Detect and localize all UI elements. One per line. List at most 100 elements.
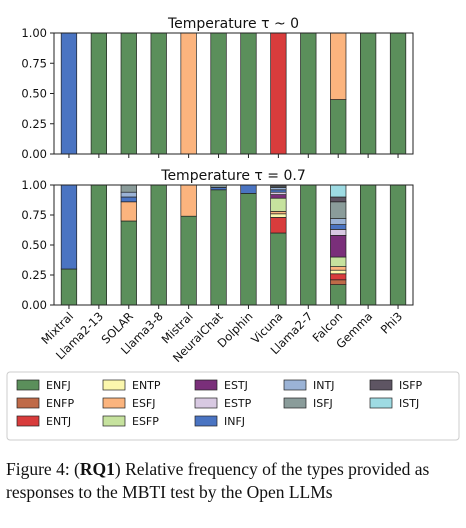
bar-segment-Falcon-ISFP	[330, 196, 347, 203]
bar-segment-SOLAR-INTJ	[120, 191, 137, 198]
bar-segment-Dolphin-INFJ	[240, 184, 257, 194]
legend-swatch-ESTP	[194, 397, 218, 409]
chart-temperature-0: Temperature τ ~ 0 0.00 0.25 0.50 0.75 1.00	[21, 16, 414, 161]
legend-swatch-ENFP	[16, 397, 40, 409]
legend-label-ISTJ: ISTJ	[399, 397, 419, 410]
bar-segment-Mixtral-INFJ	[60, 32, 78, 155]
legend-swatch-INFJ	[194, 415, 218, 427]
bar-segment-SOLAR-ISFJ	[120, 184, 137, 193]
bar-segment-Llama2-13-ENFJ	[90, 184, 108, 306]
legend-swatch-ISTJ	[369, 397, 393, 409]
legend-swatch-ENTP	[102, 379, 126, 391]
legend-label-ISFP: ISFP	[399, 379, 423, 392]
bar-segment-Vicuna-ESFP	[270, 197, 287, 212]
bar-segment-Gemma-ENFJ	[359, 184, 377, 306]
y-tick-label: 0.25	[21, 268, 47, 282]
bar-segment-Vicuna-INFJ	[270, 189, 287, 193]
legend-swatch-ENTJ	[16, 415, 40, 427]
y-tick-label: 0.25	[21, 117, 47, 131]
bar-segment-Mistral-ESFJ	[180, 184, 197, 217]
bar-segment-Falcon-ESTJ	[330, 235, 347, 258]
bar-segment-Phi3-ENFJ	[389, 184, 407, 306]
legend-swatch-ISFP	[369, 379, 393, 391]
legend-label-ENTP: ENTP	[132, 379, 161, 392]
y-tick-label: 0.75	[21, 56, 47, 70]
bar-segment-Llama3-8-ENFJ	[150, 184, 167, 306]
bar-segment-Falcon-INTJ	[330, 218, 347, 225]
caption-bold: RQ1	[79, 459, 115, 479]
bar-segment-Vicuna-ESTJ	[270, 194, 287, 199]
chart-title: Temperature τ ~ 0	[167, 16, 299, 32]
bar-segment-Gemma-ENFJ	[359, 32, 377, 155]
bar-segment-Llama2-7-ENFJ	[300, 32, 317, 155]
bar-segment-Falcon-ESFP	[330, 256, 347, 267]
legend-label-ESFJ: ESFJ	[132, 397, 156, 410]
chart-title: Temperature τ = 0.7	[160, 168, 305, 184]
bar-segment-Falcon-ESFJ	[330, 32, 347, 100]
bar-segment-Falcon-INFJ	[330, 224, 347, 230]
bar-segment-Llama2-13-ENFJ	[90, 32, 108, 155]
bar-segment-Vicuna-ENFJ	[270, 232, 287, 306]
y-tick-label: 0.50	[21, 87, 47, 101]
bar-segment-Vicuna-INTJ	[270, 187, 287, 191]
bar-segment-Mixtral-ENFJ	[60, 268, 78, 306]
bar-segment-SOLAR-ESFJ	[120, 201, 137, 222]
legend-swatch-ESFJ	[102, 397, 126, 409]
bar-segment-Falcon-ENFJ	[330, 99, 347, 155]
legend-label-ENFP: ENFP	[46, 397, 75, 410]
bar-segment-Vicuna-ENTP	[270, 213, 287, 218]
y-tick-label: 0.75	[21, 208, 47, 222]
bar-segment-Falcon-ESTP	[330, 229, 347, 236]
legend: ENFJ ENTP ESTJ INTJ ISFP ENFP ESFJ ESTP ISFJ ISTJ…	[6, 371, 460, 441]
y-tick-label: 0.50	[21, 238, 47, 252]
y-tick-label: 1.00	[21, 26, 47, 40]
legend-label-ESFP: ESFP	[132, 415, 159, 428]
bar-segment-Falcon-ENFJ	[330, 284, 347, 306]
bar-segment-Mistral-ENFJ	[180, 215, 197, 306]
chart-temperature-0.7: Temperature τ = 0.70.000.250.500.751.00M…	[21, 168, 414, 365]
legend-swatch-ISFJ	[283, 397, 307, 409]
figure-caption: Figure 4: (RQ1) Relative frequency of th…	[6, 458, 462, 504]
bar-segment-Llama3-8-ENFJ	[150, 32, 167, 155]
bar-segment-Vicuna-ESTP	[270, 191, 287, 195]
bar-segment-Falcon-ESFJ	[330, 266, 347, 271]
caption-label: Figure 4: (	[6, 459, 80, 479]
bar-segment-Falcon-ENFP	[330, 279, 347, 285]
bar-segment-SOLAR-ENFJ	[120, 32, 137, 155]
plot-frame	[53, 32, 414, 155]
legend-label-ENFJ: ENFJ	[46, 379, 71, 392]
bar-segment-Falcon-ISTJ	[330, 184, 347, 198]
y-tick-label: 0.00	[21, 147, 47, 161]
bar-segment-Falcon-ENTP	[330, 269, 347, 275]
bar-segment-Vicuna-ENTJ	[270, 217, 287, 234]
x-tick-label-Phi3: Phi3	[378, 309, 405, 336]
y-tick-label: 1.00	[21, 178, 47, 192]
bar-segment-Falcon-ENTJ	[330, 273, 347, 281]
y-tick-label: 0.00	[21, 298, 47, 312]
bar-segment-Dolphin-ENFJ	[240, 193, 257, 306]
bar-segment-SOLAR-INFJ	[120, 196, 137, 203]
bar-segment-Mistral-ESFJ	[180, 32, 197, 155]
bar-segment-Mixtral-INFJ	[60, 184, 78, 270]
legend-label-ESTP: ESTP	[224, 397, 252, 410]
bar-segment-SOLAR-ENFJ	[120, 220, 137, 306]
bar-segment-NeuralChat-ENFJ	[210, 32, 227, 155]
legend-label-ENTJ: ENTJ	[46, 415, 71, 428]
bar-segment-Falcon-ISFJ	[330, 201, 347, 219]
legend-label-INTJ: INTJ	[313, 379, 334, 392]
legend-swatch-ESTJ	[194, 379, 218, 391]
bar-segment-Vicuna-ENTJ	[270, 32, 287, 155]
caption-text: ) Relative frequency of the types provid…	[6, 459, 430, 502]
legend-swatch-ENFJ	[16, 379, 40, 391]
bar-segment-NeuralChat-INFJ	[210, 187, 227, 191]
plot-frame	[53, 184, 414, 306]
bar-segment-NeuralChat-ENFJ	[210, 189, 227, 306]
legend-label-ESTJ: ESTJ	[224, 379, 248, 392]
legend-label-ISFJ: ISFJ	[313, 397, 333, 410]
bar-segment-Llama2-7-ENFJ	[300, 184, 317, 306]
figure: Temperature τ ~ 0 0.00 0.25 0.50 0.75 1.00 Te…	[6, 16, 460, 441]
legend-label-INFJ: INFJ	[224, 415, 245, 428]
bar-segment-Dolphin-ENFJ	[240, 32, 257, 155]
bar-segment-Phi3-ENFJ	[389, 32, 407, 155]
legend-swatch-INTJ	[283, 379, 307, 391]
